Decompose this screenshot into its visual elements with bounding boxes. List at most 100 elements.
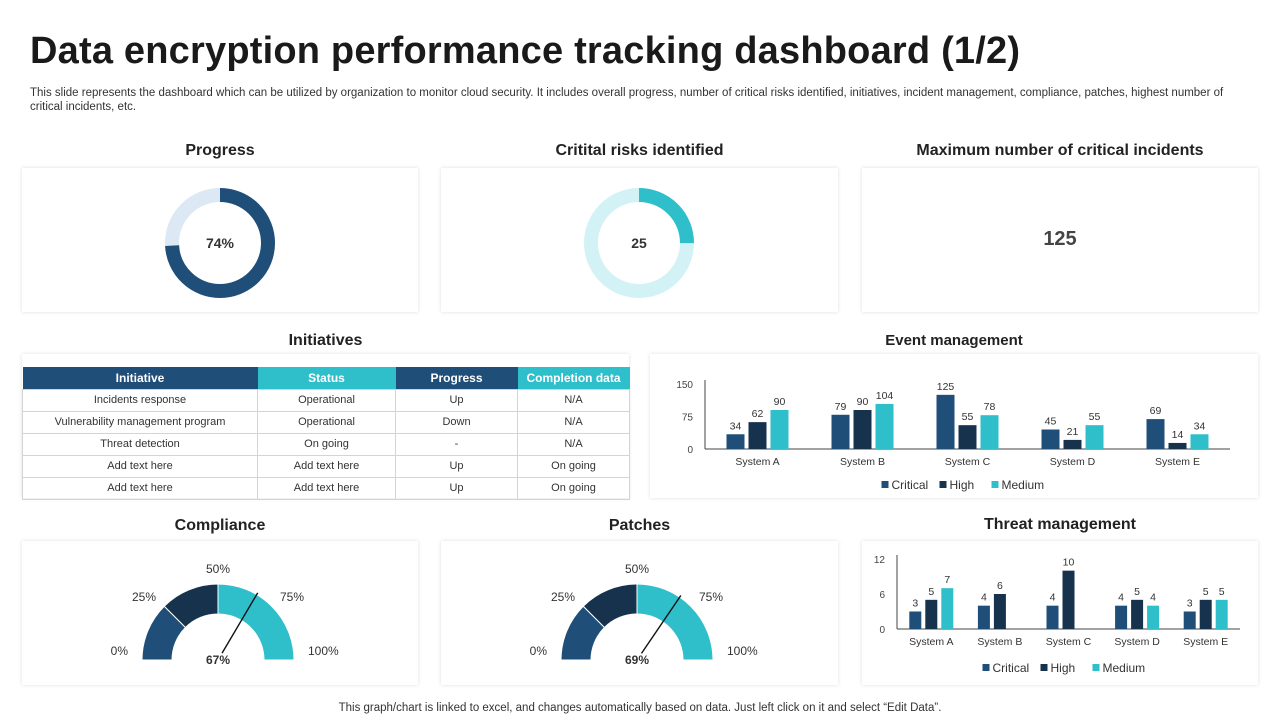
event-chart: 0 75 150 34 62 90 System A 79 90 104 System B 125 55… [676, 380, 1230, 492]
progress-card[interactable]: 74% [22, 168, 418, 312]
header-completion[interactable]: Completion data [517, 367, 630, 389]
bar-high [1168, 442, 1187, 449]
progress-donut: 74% [165, 188, 275, 298]
gauge-needle [640, 595, 682, 654]
data-label: 90 [774, 396, 786, 408]
cell-completion: On going [517, 454, 630, 478]
y-tick-label: 6 [879, 590, 885, 601]
cell-completion: N/A [517, 410, 630, 434]
risks-label: 25 [631, 235, 647, 251]
header-progress[interactable]: Progress [395, 367, 518, 389]
bar-critical [1046, 605, 1059, 629]
data-label: 62 [752, 408, 764, 420]
bar-high [958, 425, 977, 449]
cell-progress: Up [395, 388, 518, 412]
bar-critical [831, 414, 850, 449]
data-label: 21 [1067, 426, 1079, 438]
x-tick-label: System C [1046, 636, 1092, 648]
risks-card[interactable]: 25 [441, 168, 838, 312]
x-tick-label: System B [977, 636, 1022, 648]
data-label: 34 [1194, 420, 1206, 432]
cell-status: Add text here [257, 454, 396, 478]
table-row[interactable]: Incidents response Operational Up N/A [22, 388, 630, 412]
gauge-value-label: 67% [206, 653, 230, 667]
incidents-card[interactable]: 125 [862, 168, 1258, 312]
table-row[interactable]: Add text here Add text here Up On going [22, 476, 630, 500]
bar-medium [1147, 605, 1160, 629]
data-label: 3 [1187, 598, 1193, 610]
legend-label: High [1051, 661, 1076, 675]
gauge-tick-label: 25% [551, 590, 575, 604]
bar-high [925, 599, 938, 629]
gauge-value-label: 69% [625, 653, 649, 667]
data-label: 4 [1150, 592, 1156, 604]
data-label: 4 [1050, 592, 1056, 604]
cell-status: Add text here [257, 476, 396, 500]
legend-swatch [982, 664, 990, 671]
cell-initiative: Threat detection [22, 432, 258, 456]
header-initiative[interactable]: Initiative [22, 367, 258, 389]
footer-note: This graph/chart is linked to excel, and… [338, 702, 942, 714]
bar-medium [980, 415, 999, 449]
risks-arc [584, 188, 694, 298]
y-tick-label: 0 [687, 445, 693, 456]
compliance-title: Compliance [174, 517, 266, 534]
cell-progress: Up [395, 454, 518, 478]
x-tick-label: System E [1183, 636, 1228, 648]
initiatives-card[interactable]: Initiative Status Progress Completion da… [22, 354, 630, 500]
table-row[interactable]: Add text here Add text here Up On going [22, 454, 630, 478]
data-label: 125 [937, 381, 955, 393]
cell-status: Operational [257, 410, 396, 434]
incidents-title: Maximum number of critical incidents [916, 142, 1204, 159]
x-tick-label: System C [945, 456, 991, 468]
data-label: 104 [876, 390, 894, 402]
cell-status: Operational [257, 388, 396, 412]
gauge-tick-label: 0% [530, 644, 548, 658]
cell-initiative: Add text here [22, 476, 258, 500]
legend-swatch [991, 481, 999, 488]
risks-donut: 25 [584, 188, 694, 298]
progress-label: 74% [206, 235, 235, 251]
gauge-tick-label: 100% [308, 644, 339, 658]
risks-title: Critital risks identified [555, 142, 724, 159]
cell-status: On going [257, 432, 396, 456]
table-header-row: Initiative Status Progress Completion da… [22, 367, 630, 389]
gauge-tick-label: 25% [132, 590, 156, 604]
bar-critical [1115, 605, 1128, 629]
event-card[interactable]: 0 75 150 34 62 90 System A 79 90 104 System B 125 55… [650, 354, 1258, 498]
cell-completion: On going [517, 476, 630, 500]
header-status[interactable]: Status [257, 367, 396, 389]
table-row[interactable]: Vulnerability management program Operati… [22, 410, 630, 434]
event-title: Event management [885, 332, 1023, 349]
gauge-tick-label: 100% [727, 644, 758, 658]
table-row[interactable]: Threat detection On going - N/A [22, 432, 630, 456]
progress-title: Progress [185, 142, 255, 159]
gauge-tick-label: 50% [625, 562, 649, 576]
y-tick-label: 75 [682, 413, 694, 424]
bar-critical [936, 394, 955, 449]
patches-card[interactable]: 0% 25% 50% 75% 100% 69% [441, 541, 838, 685]
bar-medium [1085, 425, 1104, 449]
patches-gauge: 0% 25% 50% 75% 100% 69% [530, 562, 758, 667]
gauge-needle [221, 592, 259, 654]
bar-high [853, 410, 872, 449]
bar-critical [1146, 419, 1165, 449]
gauge-segment-high [217, 583, 295, 661]
data-label: 90 [857, 396, 869, 408]
compliance-card[interactable]: 0% 25% 50% 75% 100% 67% [22, 541, 418, 685]
data-label: 4 [1118, 592, 1124, 604]
data-label: 55 [1089, 411, 1101, 423]
initiatives-title: Initiatives [288, 332, 363, 349]
bar-high [1062, 570, 1075, 629]
data-label: 14 [1172, 429, 1184, 441]
compliance-gauge: 0% 25% 50% 75% 100% 67% [111, 562, 339, 667]
gauge-tick-label: 75% [699, 590, 723, 604]
incidents-value: 125 [1043, 228, 1077, 250]
cell-progress: - [395, 432, 518, 456]
progress-arc [165, 188, 275, 298]
y-tick-label: 150 [676, 380, 693, 391]
y-tick-label: 12 [874, 555, 886, 566]
data-label: 78 [984, 401, 996, 413]
